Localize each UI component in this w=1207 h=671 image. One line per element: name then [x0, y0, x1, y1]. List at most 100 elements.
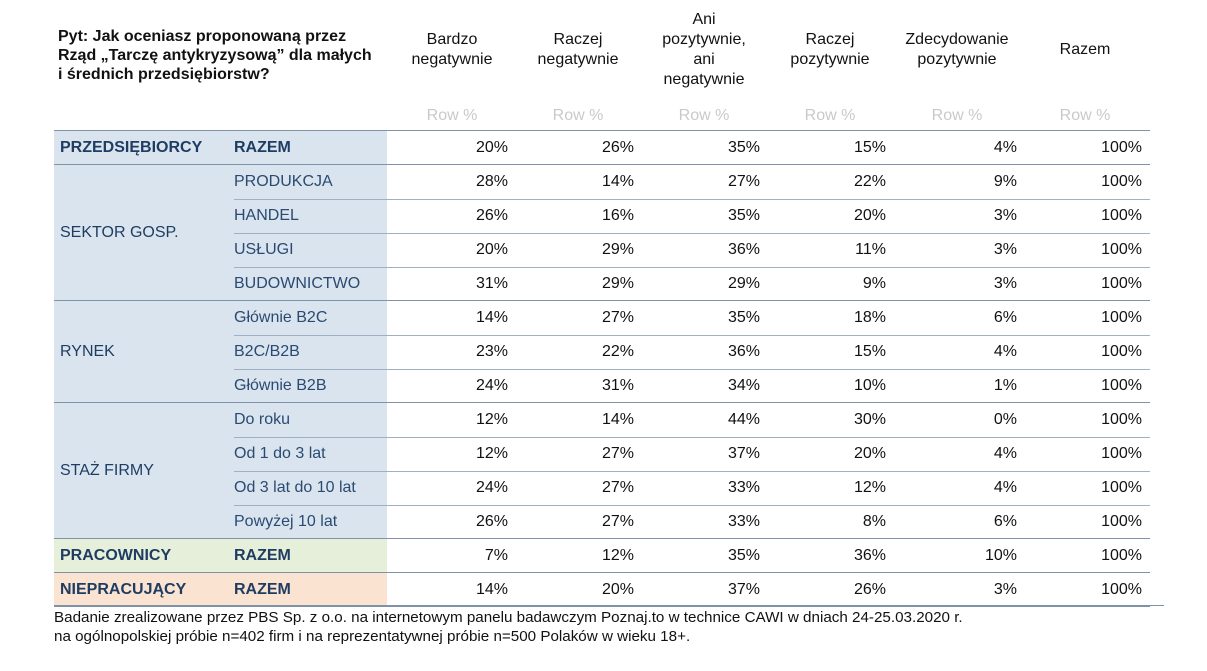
- table-cell: 3%: [993, 241, 1017, 258]
- table-cell: 14%: [475, 309, 508, 326]
- table-cell: 3%: [993, 207, 1017, 224]
- group-band: [54, 539, 387, 573]
- row-percent-label: Row %: [426, 107, 478, 124]
- table-cell: 33%: [727, 513, 760, 530]
- row-divider: [234, 471, 1150, 472]
- row-label: RAZEM: [234, 581, 291, 598]
- group-label: PRZEDSIĘBIORCY: [60, 139, 203, 156]
- row-divider: [234, 267, 1150, 268]
- row-divider: [234, 505, 1150, 506]
- group-divider: [54, 572, 1150, 573]
- row-percent-label: Row %: [678, 107, 730, 124]
- column-header: Raczej negatywnie: [537, 31, 619, 68]
- table-cell: 27%: [601, 479, 634, 496]
- table-cell: 29%: [727, 275, 760, 292]
- table-cell: 36%: [853, 547, 886, 564]
- table-cell: 20%: [475, 139, 508, 156]
- table-cell: 7%: [484, 547, 508, 564]
- table-cell: 10%: [853, 377, 886, 394]
- row-percent-label: Row %: [1059, 107, 1111, 124]
- row-label: Głównie B2B: [234, 377, 327, 394]
- table-cell: 100%: [1101, 139, 1142, 156]
- table-cell: 44%: [727, 411, 760, 428]
- table-cell: 100%: [1101, 411, 1142, 428]
- table-cell: 12%: [853, 479, 886, 496]
- row-percent-label: Row %: [804, 107, 856, 124]
- table-cell: 16%: [601, 207, 634, 224]
- group-divider: [54, 606, 1150, 607]
- table-cell: 27%: [727, 173, 760, 190]
- table-cell: 27%: [601, 513, 634, 530]
- column-header: Bardzo negatywnie: [411, 31, 493, 68]
- table-cell: 26%: [601, 139, 634, 156]
- group-band: [54, 131, 387, 165]
- table-cell: 100%: [1101, 275, 1142, 292]
- table-cell: 10%: [984, 547, 1017, 564]
- table-cell: 22%: [853, 173, 886, 190]
- table-cell: 26%: [475, 207, 508, 224]
- table-cell: 26%: [853, 581, 886, 598]
- table-cell: 35%: [727, 207, 760, 224]
- table-cell: 35%: [727, 139, 760, 156]
- table-cell: 3%: [993, 275, 1017, 292]
- table-cell: 35%: [727, 309, 760, 326]
- table-cell: 24%: [475, 377, 508, 394]
- table-cell: 100%: [1101, 581, 1142, 598]
- row-label: Od 3 lat do 10 lat: [234, 479, 356, 496]
- table-cell: 100%: [1101, 377, 1142, 394]
- survey-table: Pyt: Jak oceniasz proponowaną przez Rząd…: [54, 0, 1150, 607]
- table-cell: 27%: [601, 309, 634, 326]
- table-cell: 12%: [601, 547, 634, 564]
- table-cell: 20%: [475, 241, 508, 258]
- table-cell: 27%: [601, 445, 634, 462]
- table-cell: 3%: [993, 581, 1017, 598]
- footnote: Badanie zrealizowane przez PBS Sp. z o.o…: [54, 605, 1164, 646]
- table-cell: 34%: [727, 377, 760, 394]
- table-cell: 4%: [993, 343, 1017, 360]
- table-cell: 8%: [862, 513, 886, 530]
- table-cell: 26%: [475, 513, 508, 530]
- table-cell: 100%: [1101, 479, 1142, 496]
- group-label: SEKTOR GOSP.: [60, 224, 179, 241]
- table-cell: 100%: [1101, 513, 1142, 530]
- table-cell: 29%: [601, 241, 634, 258]
- table-cell: 4%: [993, 479, 1017, 496]
- group-label: STAŻ FIRMY: [60, 462, 154, 479]
- row-label: Powyżej 10 lat: [234, 513, 338, 530]
- table-cell: 15%: [853, 139, 886, 156]
- question-text: Pyt: Jak oceniasz proponowaną przez Rząd…: [58, 28, 372, 83]
- table-cell: 9%: [993, 173, 1017, 190]
- table-header: Pyt: Jak oceniasz proponowaną przez Rząd…: [54, 0, 1150, 131]
- group-label: PRACOWNICY: [60, 547, 172, 564]
- table-cell: 36%: [727, 343, 760, 360]
- group-band: [54, 301, 387, 403]
- group-band: [54, 573, 387, 607]
- row-label: Do roku: [234, 411, 291, 428]
- table-cell: 20%: [601, 581, 634, 598]
- table-cell: 14%: [601, 173, 634, 190]
- table-cell: 4%: [993, 445, 1017, 462]
- row-label: HANDEL: [234, 207, 299, 224]
- row-divider: [234, 369, 1150, 370]
- table-cell: 36%: [727, 241, 760, 258]
- table-cell: 22%: [601, 343, 634, 360]
- table-cell: 20%: [853, 445, 886, 462]
- table-cell: 30%: [853, 411, 886, 428]
- column-header: Razem: [1059, 41, 1111, 58]
- column-header: Zdecydowanie pozytywnie: [905, 31, 1009, 68]
- table-cell: 35%: [727, 547, 760, 564]
- row-label: RAZEM: [234, 139, 291, 156]
- group-divider: [54, 300, 1150, 301]
- table-body: PRZEDSIĘBIORCY RAZEM 20% 26% 35% 15% 4% 100% SEK…: [54, 131, 1150, 607]
- table-cell: 31%: [601, 377, 634, 394]
- footnote-line: na ogólnopolskiej próbie n=402 firm i na…: [54, 628, 691, 645]
- table-cell: 100%: [1101, 343, 1142, 360]
- group-label: RYNEK: [60, 343, 115, 360]
- table-cell: 37%: [727, 445, 760, 462]
- table-cell: 18%: [853, 309, 886, 326]
- table-cell: 1%: [993, 377, 1017, 394]
- row-divider: [234, 335, 1150, 336]
- table-cell: 12%: [475, 411, 508, 428]
- row-label: RAZEM: [234, 547, 291, 564]
- row-label: B2C/B2B: [234, 343, 300, 360]
